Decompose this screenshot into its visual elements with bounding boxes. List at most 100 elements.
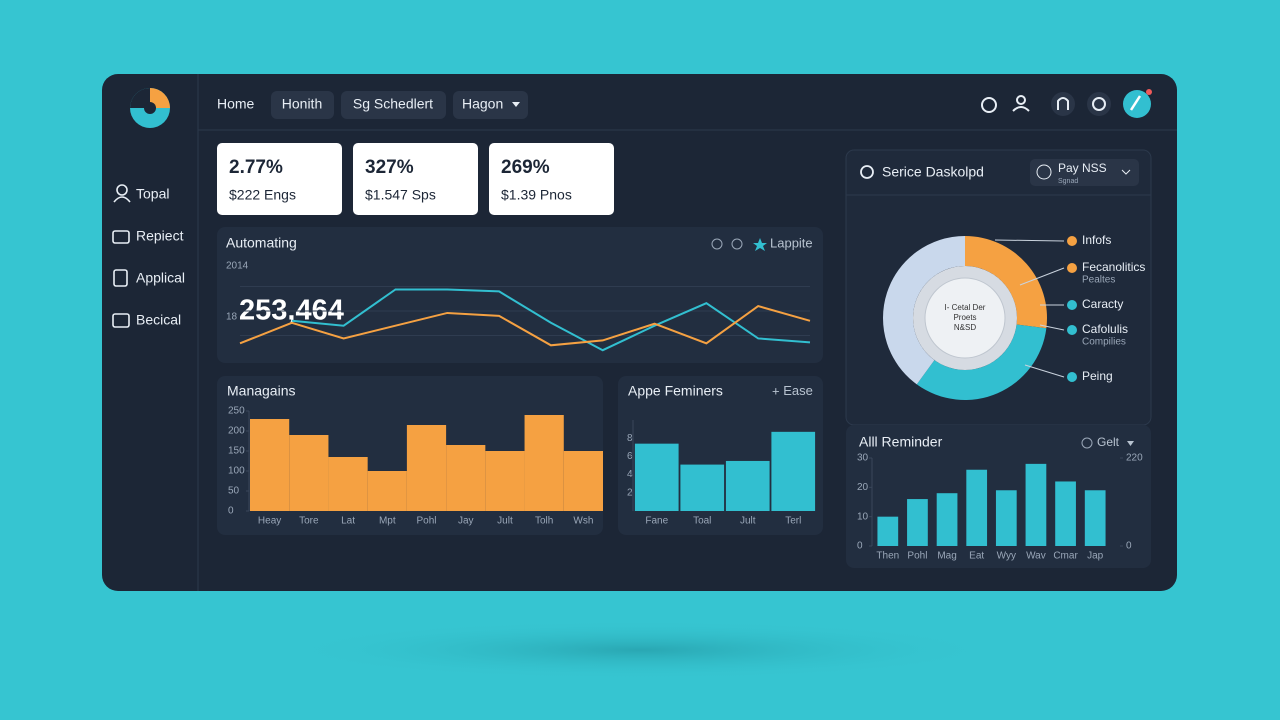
bar — [406, 425, 447, 511]
nav-item[interactable]: Home — [217, 96, 255, 112]
avatar[interactable] — [1123, 90, 1151, 118]
y-tick-label: 100 — [228, 466, 245, 477]
x-tick-label: Wsh — [573, 516, 593, 527]
legend-label: Cafolulis — [1082, 322, 1128, 336]
x-tick-label: Mag — [937, 551, 956, 562]
dropdown-sub: Sgnad — [1058, 178, 1078, 185]
y-tick-label: 250 — [228, 406, 245, 417]
series-line — [291, 288, 811, 352]
x-tick-label: Heay — [258, 516, 281, 527]
action-label[interactable]: Ease — [783, 383, 813, 398]
nav-pill[interactable] — [453, 91, 528, 119]
center-text: Proets — [953, 313, 976, 322]
panel — [217, 227, 823, 363]
center-text: I- Cetal Der — [945, 303, 986, 312]
panel-action[interactable]: Gelt — [1097, 435, 1120, 449]
bar — [485, 451, 525, 511]
donut-segment — [965, 236, 1047, 329]
legend-swatch — [1067, 325, 1077, 335]
legend-note: Pealtes — [1082, 275, 1115, 286]
x-tick-label: Fane — [645, 516, 668, 527]
legend-label: Peing — [1082, 369, 1113, 383]
legend-label: Infofs — [1082, 233, 1111, 247]
panel-title: Automating — [226, 235, 297, 251]
bar — [367, 471, 407, 511]
annotation: 18 — [226, 312, 238, 323]
sidebar-item[interactable]: Becical — [136, 312, 181, 328]
panel-title: Appe Feminers — [628, 383, 723, 399]
x-tick-label: Cmar — [1053, 551, 1078, 562]
legend-label: Fecanolitics — [1082, 260, 1145, 274]
leader-line — [1039, 324, 1065, 331]
panel-action[interactable]: + Ease — [772, 383, 813, 398]
nav-pill[interactable] — [271, 91, 334, 119]
x-tick-label: Jult — [497, 516, 513, 527]
bar — [1025, 463, 1047, 546]
dropdown[interactable] — [1030, 159, 1139, 186]
y-tick-label: 0 — [857, 541, 863, 552]
x-tick-label: Wav — [1026, 551, 1046, 562]
series-line — [239, 305, 811, 347]
dropdown-label[interactable]: Pay NSS — [1058, 161, 1107, 175]
y-tick-label: 20 — [857, 482, 869, 493]
panel-title: Managains — [227, 383, 296, 399]
y-tick-label: 200 — [228, 426, 245, 437]
stat-card — [489, 143, 614, 215]
nav-item[interactable]: Sg Schedlert — [353, 96, 433, 112]
nav-item[interactable]: Honith — [282, 96, 322, 112]
x-tick-label: Pohl — [416, 516, 436, 527]
bar — [524, 415, 564, 511]
legend-label: Caracty — [1082, 297, 1123, 311]
dropdown-caret — [512, 102, 520, 107]
x-tick-label: Lat — [341, 516, 355, 527]
x-tick-label: Tolh — [535, 516, 553, 527]
center-text: N&SD — [954, 323, 976, 332]
y-tick-label: 150 — [228, 446, 245, 457]
nav-item[interactable]: Hagon — [462, 96, 503, 112]
stat-card — [353, 143, 478, 215]
bar — [328, 457, 368, 511]
leader-line — [1019, 267, 1065, 286]
legend-swatch — [1067, 236, 1077, 246]
x-tick-label: Then — [876, 551, 899, 562]
panel-title: Alll Reminder — [859, 434, 943, 450]
donut-core — [924, 277, 1006, 359]
panel-title: Serice Daskolpd — [882, 164, 984, 180]
bar — [250, 419, 290, 511]
shadow — [280, 620, 1000, 680]
bar — [907, 499, 928, 546]
x-tick-label: Eat — [969, 551, 984, 562]
legend-swatch — [1067, 263, 1077, 273]
x-tick-label: Wyy — [997, 551, 1016, 562]
stat-value: 327% — [365, 157, 414, 178]
nav-pill[interactable] — [341, 91, 446, 119]
y-tick-label: 50 — [228, 486, 240, 497]
bar — [966, 469, 988, 546]
x-tick-label: Toal — [693, 516, 711, 527]
panel-icon — [1081, 437, 1093, 449]
x-tick-label: Jay — [458, 516, 474, 527]
sidebar-item[interactable]: Topal — [136, 186, 169, 202]
stat-card — [217, 143, 342, 215]
bar — [289, 435, 329, 511]
legend-swatch — [1067, 372, 1077, 382]
bar — [936, 493, 958, 546]
sidebar-item[interactable]: Repiect — [136, 228, 184, 244]
logo — [130, 88, 170, 128]
y2-tick-label: 0 — [1126, 541, 1132, 552]
bar — [771, 431, 816, 511]
dropdown-icon — [1036, 164, 1052, 180]
bar — [995, 490, 1017, 546]
stat-value: 2.77% — [229, 157, 283, 178]
stat-value: 269% — [501, 157, 550, 178]
dropdown-caret — [1127, 441, 1134, 446]
x-tick-label: Pohl — [907, 551, 927, 562]
bar — [563, 451, 603, 511]
bar — [1084, 490, 1106, 546]
star-icon — [753, 238, 767, 251]
y2-tick-label: 220 — [1126, 453, 1143, 464]
panel-action[interactable]: Lappite — [770, 235, 813, 250]
sidebar-item[interactable]: Applical — [136, 270, 185, 286]
bar — [634, 443, 679, 511]
